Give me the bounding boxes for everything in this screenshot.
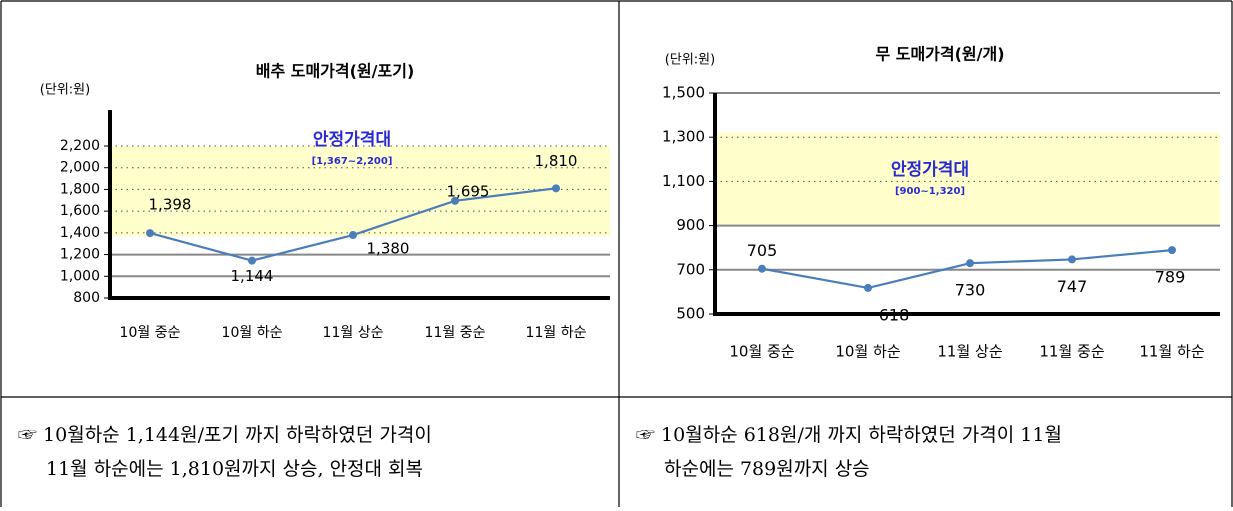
data-label: 1,695	[447, 182, 490, 200]
y-tick-label: 2,200	[60, 138, 100, 154]
data-point	[864, 283, 872, 292]
y-tick-label: 1,300	[662, 128, 705, 146]
data-point	[451, 196, 459, 205]
band-label: 안정가격대	[313, 130, 391, 150]
note-line: ☞ 10월하순 618원/개 까지 하락하였던 가격이 11월	[636, 424, 1062, 446]
data-point	[1068, 255, 1076, 264]
y-tick-label: 1,600	[60, 203, 100, 219]
note-line: 11월 하순에는 1,810원까지 상승, 안정대 회복	[46, 458, 423, 480]
data-label: 1,144	[231, 267, 274, 285]
note-line: 하순에는 789원까지 상승	[664, 458, 870, 480]
data-label: 789	[1155, 268, 1186, 287]
data-label: 747	[1057, 277, 1088, 296]
x-tick-label: 10월 하순	[222, 325, 283, 341]
y-tick-label: 1,000	[60, 268, 100, 284]
unit-label: (단위:원)	[40, 83, 90, 98]
data-point	[349, 231, 357, 240]
chart-title: 무 도매가격(원/개)	[875, 45, 1004, 64]
x-tick-label: 11월 상순	[323, 325, 384, 341]
band-range-label: [1,367~2,200]	[312, 156, 393, 167]
data-label: 1,398	[149, 196, 192, 214]
x-tick-label: 11월 중순	[425, 325, 486, 341]
x-tick-label: 10월 하순	[835, 343, 900, 361]
data-label: 705	[747, 241, 778, 260]
data-point	[966, 259, 974, 268]
y-tick-label: 700	[676, 260, 705, 278]
data-label: 1,810	[535, 152, 578, 170]
data-point	[552, 184, 560, 193]
data-point	[1168, 246, 1176, 255]
data-point	[248, 256, 256, 265]
x-tick-label: 10월 중순	[729, 343, 794, 361]
y-tick-label: 1,800	[60, 181, 100, 197]
y-tick-label: 1,100	[662, 172, 705, 190]
x-tick-label: 11월 하순	[526, 325, 587, 341]
y-tick-label: 1,400	[60, 225, 100, 241]
x-tick-label: 11월 중순	[1039, 343, 1104, 361]
stable-band	[715, 132, 1220, 226]
x-tick-label: 11월 하순	[1139, 343, 1204, 361]
y-tick-label: 2,000	[60, 160, 100, 176]
data-label: 618	[879, 305, 910, 324]
y-tick-label: 1,500	[662, 84, 705, 102]
chart-title: 배추 도매가격(원/포기)	[256, 62, 415, 81]
x-tick-label: 11월 상순	[937, 343, 1002, 361]
x-tick-label: 10월 중순	[120, 325, 181, 341]
data-label: 1,380	[367, 240, 410, 258]
note-line: ☞ 10월하순 1,144원/포기 까지 하락하였던 가격이	[18, 424, 432, 446]
data-point	[146, 229, 154, 238]
y-tick-label: 800	[73, 290, 100, 306]
band-range-label: [900~1,320]	[895, 186, 965, 197]
unit-label: (단위:원)	[665, 53, 715, 68]
data-label: 730	[955, 281, 986, 300]
y-tick-label: 1,200	[60, 247, 100, 263]
y-tick-label: 900	[676, 216, 705, 234]
band-label: 안정가격대	[891, 160, 969, 180]
data-point	[758, 264, 766, 273]
y-tick-label: 500	[676, 305, 705, 323]
